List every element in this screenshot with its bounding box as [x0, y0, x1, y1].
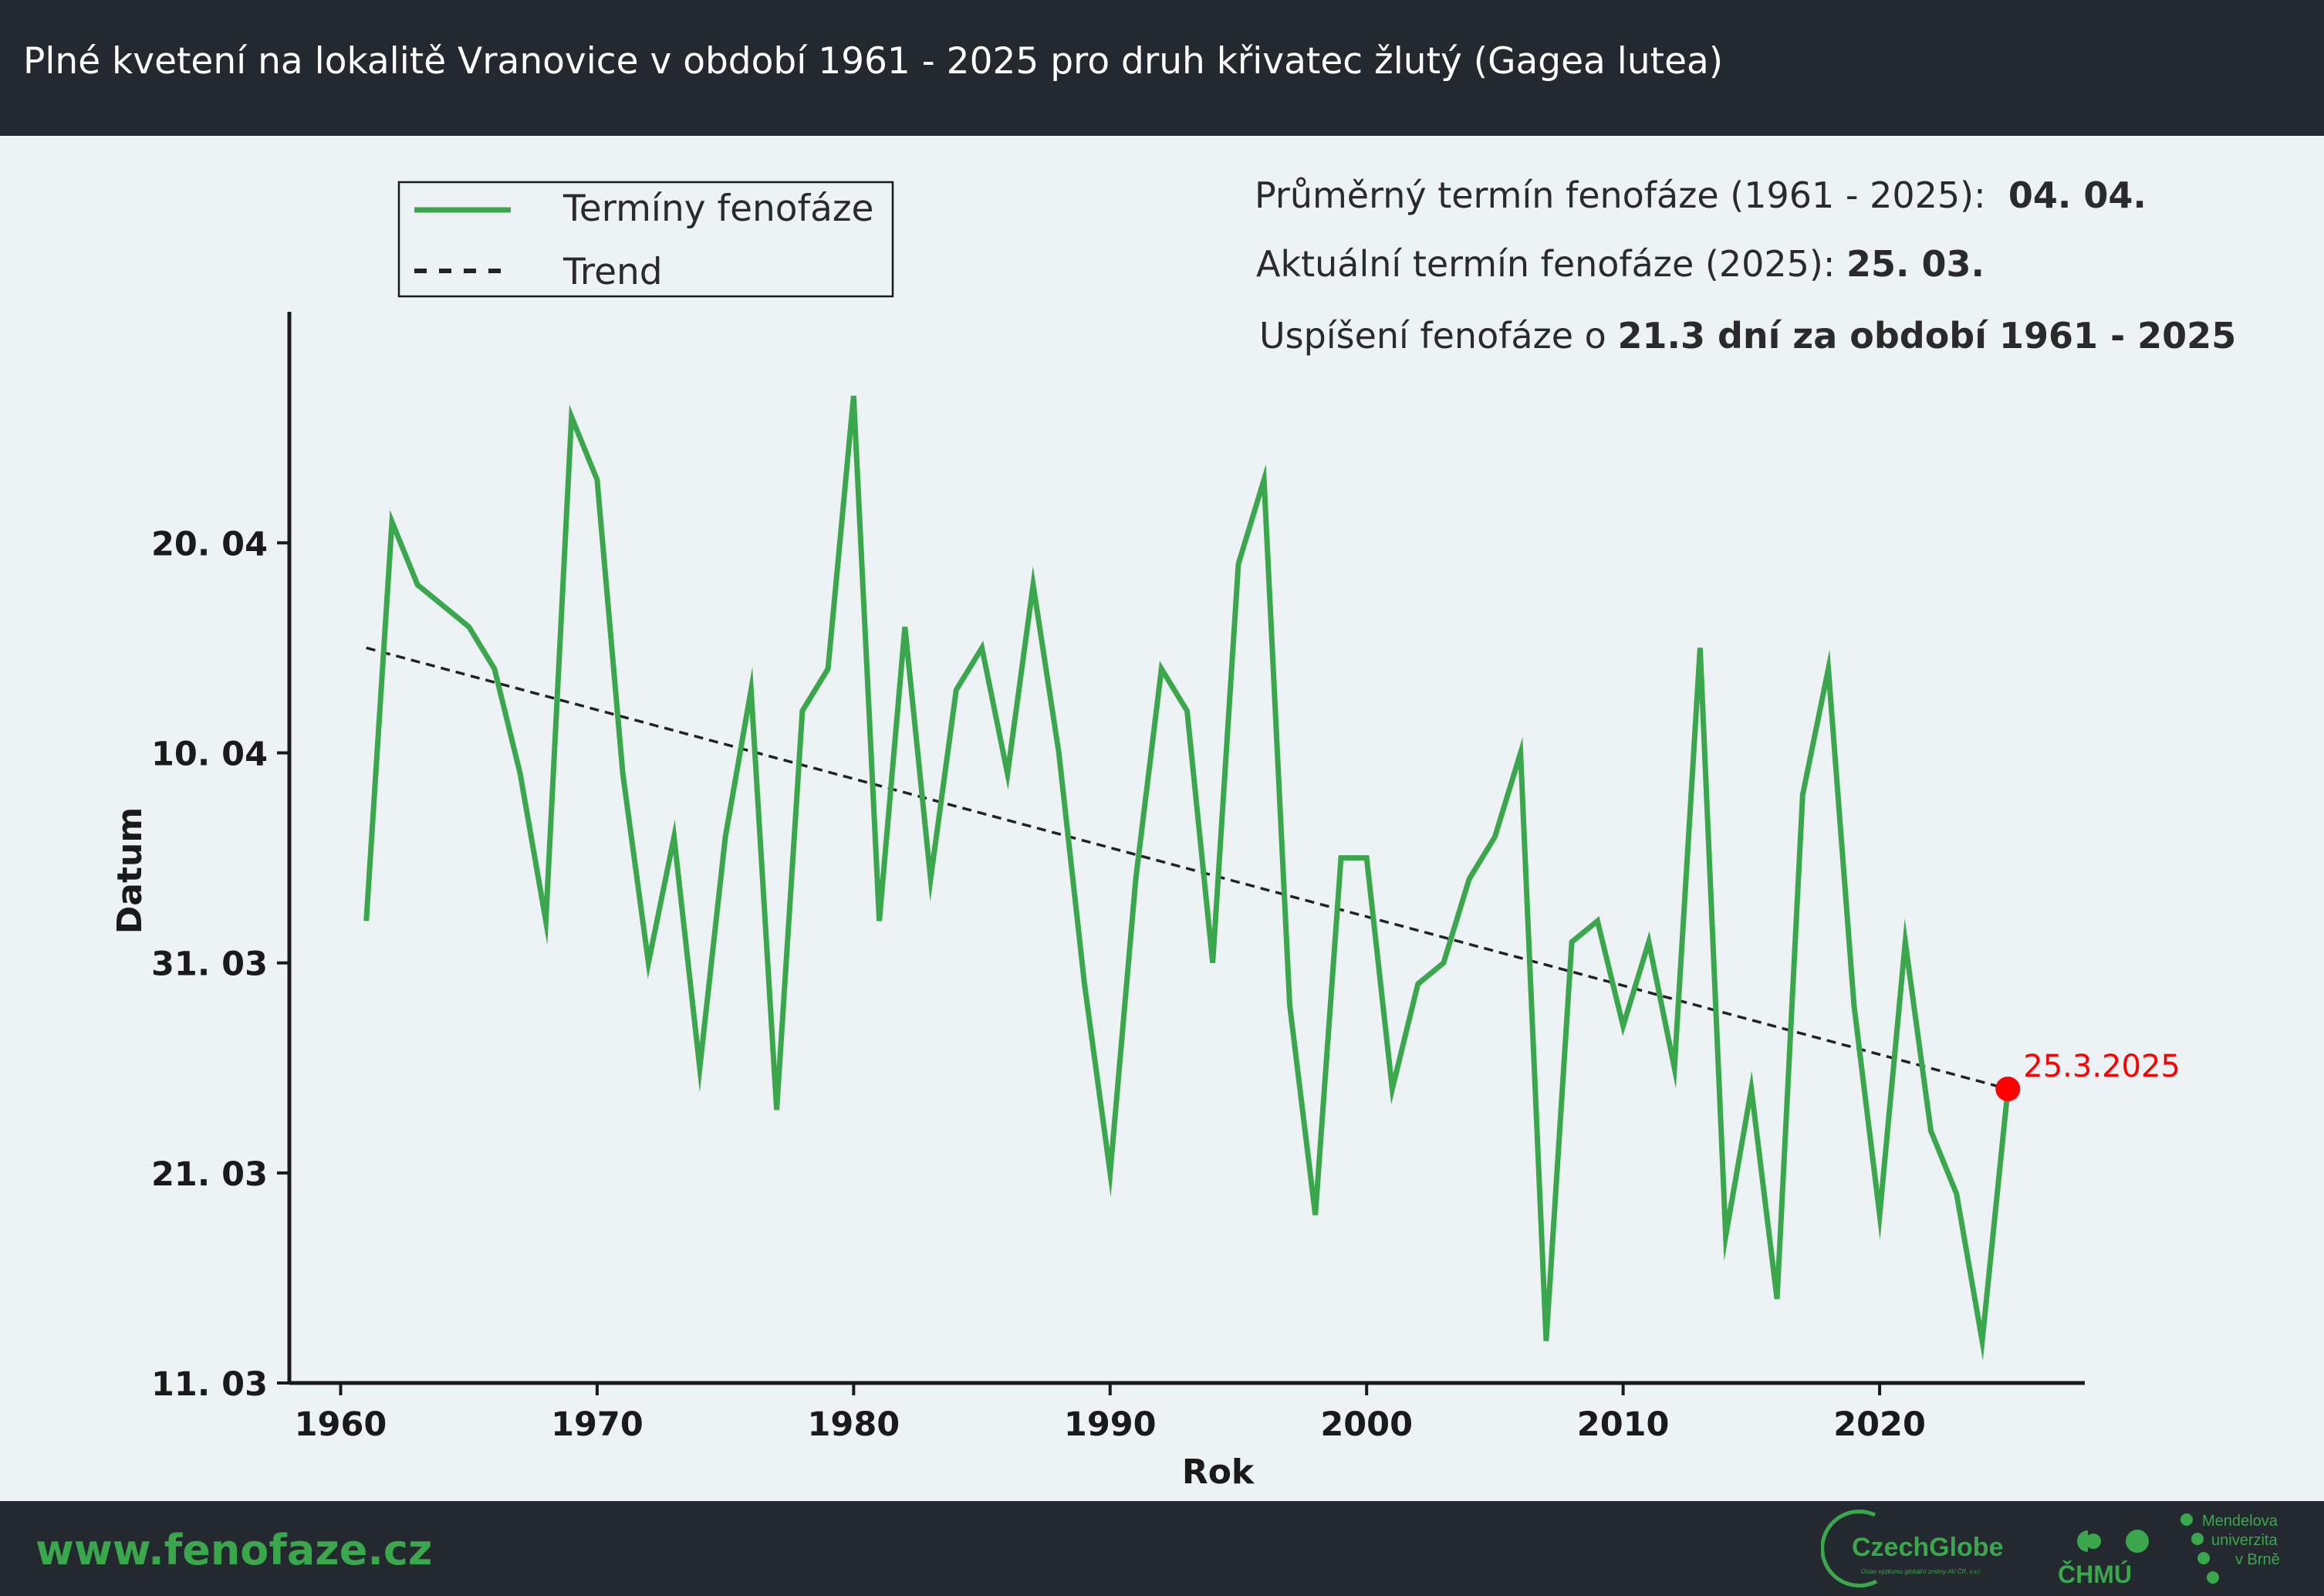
legend-series-label: Termíny fenofáze: [562, 188, 873, 230]
czechglobe-logo: CzechGlobe Ústav výzkumu globální změny …: [1821, 1510, 2003, 1588]
x-tick-label: 2010: [1577, 1405, 1670, 1444]
legend-box: [397, 181, 894, 298]
x-tick-label: 2020: [1833, 1405, 1926, 1444]
mean-date-stat: Průměrný termín fenofáze (1961 - 2025): …: [1255, 174, 2147, 216]
trend-line: [366, 646, 2008, 1090]
legend: Termíny fenofáze Trend: [397, 181, 894, 298]
mean-date-value: 04. 04.: [2008, 174, 2147, 216]
czechglobe-logo-tagline: Ústav výzkumu globální změny AV ČR, v.v.…: [1861, 1568, 1981, 1575]
mendelu-logo: Mendelova univerzita v Brně: [2180, 1513, 2280, 1584]
chmu-logo-text: ČHMÚ: [2058, 1560, 2132, 1588]
y-tick-label: 20. 04: [151, 525, 268, 563]
trend-stat: Uspíšení fenofáze o 21.3 dní za období 1…: [1259, 315, 2236, 357]
y-axis-label: Datum: [110, 807, 150, 934]
chmu-logo: ČHMÚ: [2058, 1530, 2149, 1588]
x-tick-label: 1980: [807, 1405, 900, 1444]
annotation-layer: 25.3.2025: [1995, 1049, 2180, 1101]
x-tick-label: 2000: [1320, 1405, 1413, 1444]
current-date-value: 25. 03.: [1846, 243, 1985, 285]
mendelu-logo-line-1: Mendelova: [2202, 1513, 2278, 1530]
legend-trend-label: Trend: [562, 251, 663, 293]
czechglobe-logo-text: CzechGlobe: [1852, 1533, 2003, 1562]
y-tick-label: 10. 04: [151, 735, 268, 774]
partner-logos: CzechGlobe Ústav výzkumu globální změny …: [1821, 1510, 2280, 1588]
x-tick-label: 1990: [1064, 1405, 1157, 1444]
header-bar: Plné kvetení na lokalitě Vranovice v obd…: [0, 0, 2324, 136]
trend-layer: [366, 646, 2008, 1090]
website-link[interactable]: www.fenofaze.cz: [35, 1526, 433, 1574]
series-layer: [363, 395, 2011, 1361]
y-tick-label: 11. 03: [151, 1365, 268, 1404]
trend-value: 21.3 dní za období 1961 - 2025: [1617, 315, 2237, 357]
x-tick-label: 1970: [551, 1405, 643, 1444]
mendelu-logo-line-3: v Brně: [2235, 1551, 2280, 1568]
y-tick-label: 21. 03: [151, 1155, 268, 1194]
mendelu-logo-line-2: univerzita: [2211, 1532, 2278, 1549]
x-axis-label: Rok: [1182, 1452, 1255, 1492]
x-tick-label: 1960: [295, 1405, 387, 1444]
current-date-stat: Aktuální termín fenofáze (2025): 25. 03.: [1256, 243, 1985, 285]
current-date-label: Aktuální termín fenofáze (2025):: [1256, 243, 1836, 285]
footer-bar: www.fenofaze.cz CzechGlobe Ústav výzkumu…: [0, 1501, 2324, 1596]
latest-point-marker: [1995, 1076, 2021, 1101]
latest-point-label: 25.3.2025: [2023, 1049, 2180, 1084]
mean-date-label: Průměrný termín fenofáze (1961 - 2025):: [1255, 174, 1986, 216]
trend-label: Uspíšení fenofáze o: [1259, 315, 1606, 357]
y-tick-label: 31. 03: [151, 945, 268, 984]
axes: 1960 1970 1980 1990 2000 2010 2020 11. 03 21. 03…: [110, 312, 2085, 1492]
phenophase-chart: 1960 1970 1980 1990 2000 2010 2020 11. 03 21. 03…: [110, 181, 2180, 1492]
phenophase-series-line: [363, 395, 2011, 1361]
page-title: Plné kvetení na lokalitě Vranovice v obd…: [23, 40, 1724, 83]
